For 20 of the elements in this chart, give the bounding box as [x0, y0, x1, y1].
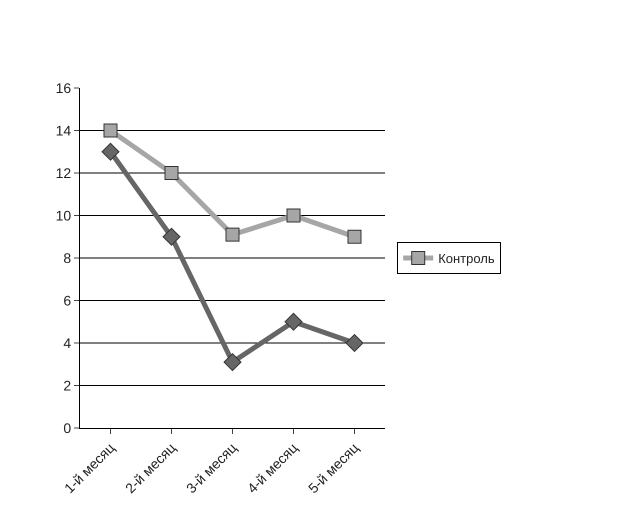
y-tick-label: 8 [63, 250, 72, 266]
point [224, 353, 242, 372]
y-tick-label: 6 [63, 292, 72, 308]
point [284, 312, 302, 331]
point [346, 334, 364, 352]
point [104, 124, 118, 138]
point [348, 230, 362, 244]
point [226, 228, 240, 242]
point [162, 228, 180, 246]
y-tick-label: 12 [56, 164, 72, 181]
y-tick-label: 14 [56, 122, 72, 138]
y-tick-label: 4 [63, 334, 72, 351]
legend-label: Контроль [438, 251, 495, 266]
y-tick-label: 0 [63, 420, 72, 436]
y-tick-label: 10 [56, 207, 72, 224]
point [286, 208, 300, 222]
point [102, 142, 120, 161]
y-tick-label: 2 [63, 377, 72, 394]
y-tick-label: 16 [56, 80, 72, 96]
point [164, 166, 178, 180]
